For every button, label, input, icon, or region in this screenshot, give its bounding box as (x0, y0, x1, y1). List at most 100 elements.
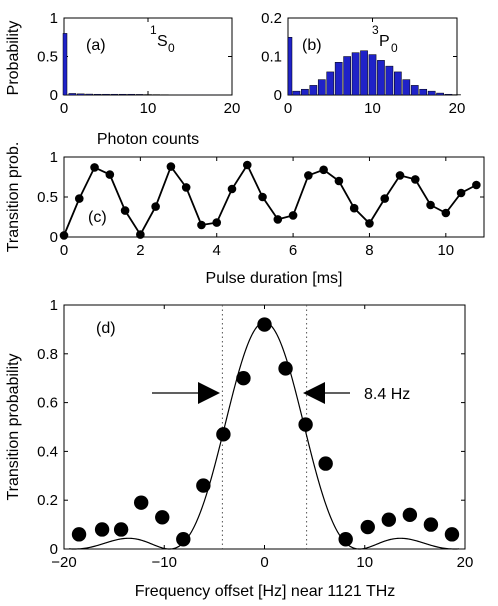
y-tick-label: 0 (50, 541, 58, 558)
data-point (136, 230, 145, 239)
data-point (318, 456, 333, 471)
y-tick-label: 1 (50, 10, 58, 27)
x-tick-label: 0 (260, 554, 268, 571)
data-point (380, 194, 390, 203)
x-tick-label: 2 (136, 242, 144, 259)
data-point (334, 176, 344, 186)
bar (287, 37, 293, 96)
data-point (105, 170, 115, 179)
y-tick-label: 0.6 (37, 395, 58, 412)
data-point (349, 203, 359, 213)
x-axis-label: Photon counts (97, 131, 199, 148)
x-axis-label: Pulse duration [ms] (206, 270, 343, 287)
state-label-sub: 0 (391, 41, 398, 55)
plot-frame-0 (63, 17, 233, 96)
state-label-sub: 0 (168, 41, 175, 55)
panel-label-b: (b) (302, 37, 322, 54)
data-point (402, 507, 418, 523)
data-point (71, 527, 87, 542)
data-point (304, 171, 313, 180)
fit-curve (68, 321, 460, 550)
data-point (120, 206, 130, 215)
data-point (113, 522, 129, 537)
y-axis-label: Probability (5, 21, 22, 96)
data-point (338, 532, 353, 547)
x-tick-label: 10 (356, 554, 373, 571)
y-tick-label: 0.8 (37, 346, 58, 363)
x-tick-label: 10 (437, 242, 454, 259)
y-tick-label: 0.5 (37, 49, 58, 66)
bar (419, 88, 428, 96)
bar (110, 93, 119, 96)
data-point (444, 527, 460, 542)
y-tick-label: 0.2 (261, 10, 282, 27)
y-tick-label: 0 (50, 229, 58, 246)
bar (135, 94, 144, 96)
data-point (90, 163, 99, 172)
bar (334, 62, 343, 96)
fwhm-label: 8.4 Hz (364, 386, 410, 403)
bar (360, 50, 368, 96)
data-point (176, 532, 191, 547)
y-tick-label: 1 (50, 297, 58, 314)
x-tick-label: 0 (60, 242, 68, 259)
y-tick-label: 0 (50, 87, 58, 104)
bar (85, 93, 94, 96)
bar (76, 93, 85, 96)
y-tick-label: 0.2 (37, 492, 58, 509)
x-tick-label: 6 (289, 242, 297, 259)
x-tick-label: 8 (365, 242, 373, 259)
bar (127, 93, 136, 96)
panel-label-d: (d) (96, 320, 116, 337)
data-point (426, 200, 435, 210)
arrow-left-head (198, 382, 220, 404)
bar (301, 88, 309, 96)
bar (102, 93, 110, 96)
y-axis-label: Transition probability (5, 353, 22, 500)
data-point (216, 427, 231, 442)
bar (385, 65, 394, 96)
x-tick-label: 0 (284, 100, 292, 117)
data-point (381, 512, 397, 527)
bar (68, 93, 77, 96)
data-point (212, 218, 222, 227)
data-point (242, 160, 252, 170)
y-tick-label: 0.4 (37, 443, 58, 460)
data-point (410, 175, 420, 184)
data-point (181, 183, 191, 192)
panel-label-c: (c) (88, 209, 107, 226)
data-point (133, 495, 149, 510)
state-label-sup: 3 (372, 23, 379, 37)
y-tick-label: 0.5 (37, 189, 58, 206)
state-label: P (379, 33, 390, 50)
data-point (197, 220, 206, 230)
y-axis-label: Transition prob. (5, 142, 22, 253)
data-point (456, 188, 466, 198)
bar (351, 52, 360, 96)
data-point (155, 510, 170, 525)
data-point (365, 219, 374, 228)
data-point (257, 317, 272, 332)
data-point (288, 211, 298, 220)
x-tick-label: 20 (224, 100, 241, 117)
x-axis-label: Frequency offset [Hz] near 1121 THz (135, 583, 396, 600)
data-point (227, 184, 237, 194)
bar (436, 92, 444, 96)
state-label-sup: 1 (150, 23, 157, 37)
data-point (258, 192, 267, 202)
bar (317, 79, 326, 96)
state-label: S (157, 33, 168, 50)
data-point (472, 180, 481, 190)
bar (292, 90, 301, 96)
bar (309, 85, 318, 96)
panel-label-a: (a) (86, 37, 106, 54)
data-point (423, 517, 439, 532)
data-point (441, 208, 451, 218)
data-point (166, 162, 176, 171)
series-line (63, 163, 477, 237)
bar (326, 71, 335, 96)
x-tick-label: 4 (213, 242, 221, 259)
data-point (236, 371, 251, 386)
data-point (298, 417, 313, 432)
